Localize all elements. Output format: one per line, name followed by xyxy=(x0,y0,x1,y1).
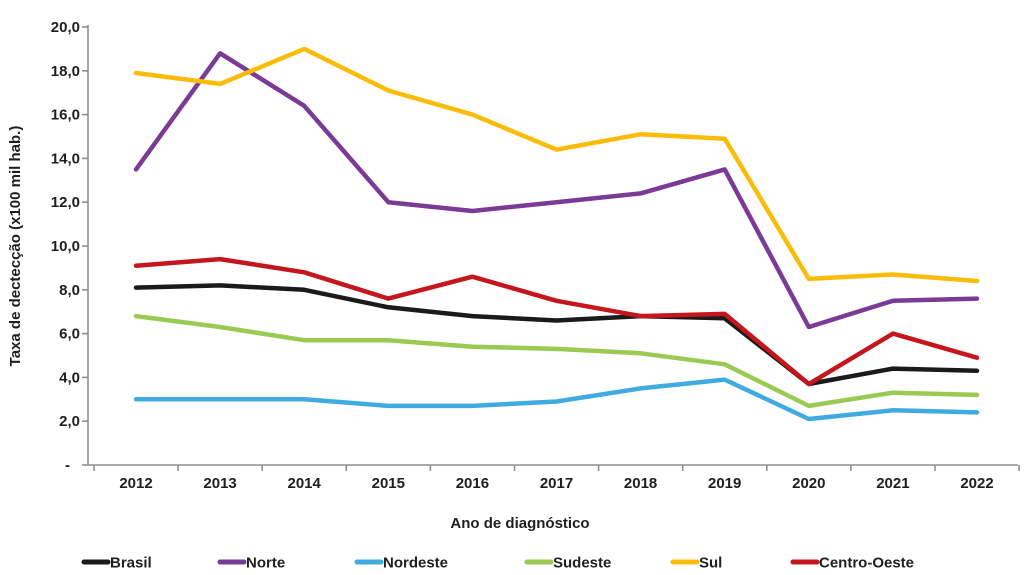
legend-item-brasil: Brasil xyxy=(81,555,152,572)
legend-item-nordeste: Nordeste xyxy=(354,555,448,572)
legend-item-norte: Norte xyxy=(217,555,285,572)
y-tick-label: 20,0 xyxy=(51,19,80,36)
legend-item-centro-oeste: Centro-Oeste xyxy=(790,555,914,572)
y-tick-label: 2,0 xyxy=(59,413,80,430)
series-line-centro-oeste xyxy=(133,256,980,387)
y-tick-label: 16,0 xyxy=(51,107,80,124)
x-tick-label: 2012 xyxy=(119,475,152,492)
x-axis-ticks xyxy=(93,465,1020,471)
series-line-norte xyxy=(133,51,980,330)
y-tick-label: 18,0 xyxy=(51,63,80,80)
legend-item-sudeste: Sudeste xyxy=(524,555,611,572)
legend-label: Sudeste xyxy=(553,555,611,572)
y-axis-title: Taxa de dectecção (x100 mil hab.) xyxy=(7,126,24,367)
legend-item-sul: Sul xyxy=(670,555,722,572)
x-tick-label: 2018 xyxy=(624,475,657,492)
series-line-sul xyxy=(133,46,980,284)
x-tick-label: 2017 xyxy=(540,475,573,492)
x-tick-label: 2019 xyxy=(708,475,741,492)
legend-label: Nordeste xyxy=(383,555,448,572)
y-tick-label: 14,0 xyxy=(51,150,80,167)
x-tick-label: 2021 xyxy=(876,475,909,492)
x-axis-title: Ano de diagnóstico xyxy=(450,515,589,532)
series-line-brasil xyxy=(133,283,980,387)
series-line-nordeste xyxy=(133,377,980,422)
y-tick-label: 6,0 xyxy=(59,326,80,343)
x-tick-label: 2020 xyxy=(792,475,825,492)
x-axis-labels: 2012 2013 2014 2015 2016 2017 2018 2019 2020 2021… xyxy=(119,475,993,492)
series-lines xyxy=(133,46,980,422)
x-tick-label: 2013 xyxy=(203,475,236,492)
y-tick-label: 8,0 xyxy=(59,282,80,299)
x-tick-label: 2016 xyxy=(456,475,489,492)
y-axis-ticks: 20,0 18,0 16,0 14,0 12,0 10,0 8,0 6,0 4,0 2,0 - xyxy=(51,19,88,474)
y-tick-label: 4,0 xyxy=(59,369,80,386)
legend-label: Centro-Oeste xyxy=(819,555,914,572)
y-tick-label: - xyxy=(65,457,70,474)
series-line-sudeste xyxy=(133,313,980,409)
x-tick-label: 2014 xyxy=(288,475,322,492)
legend-label: Norte xyxy=(246,555,285,572)
legend-label: Brasil xyxy=(110,555,152,572)
legend: Brasil Norte Nordeste Sudeste Sul Centro-Oest… xyxy=(81,555,914,572)
x-tick-label: 2015 xyxy=(372,475,405,492)
y-tick-label: 10,0 xyxy=(51,238,80,255)
x-tick-label: 2022 xyxy=(960,475,993,492)
y-tick-label: 12,0 xyxy=(51,194,80,211)
legend-label: Sul xyxy=(699,555,722,572)
